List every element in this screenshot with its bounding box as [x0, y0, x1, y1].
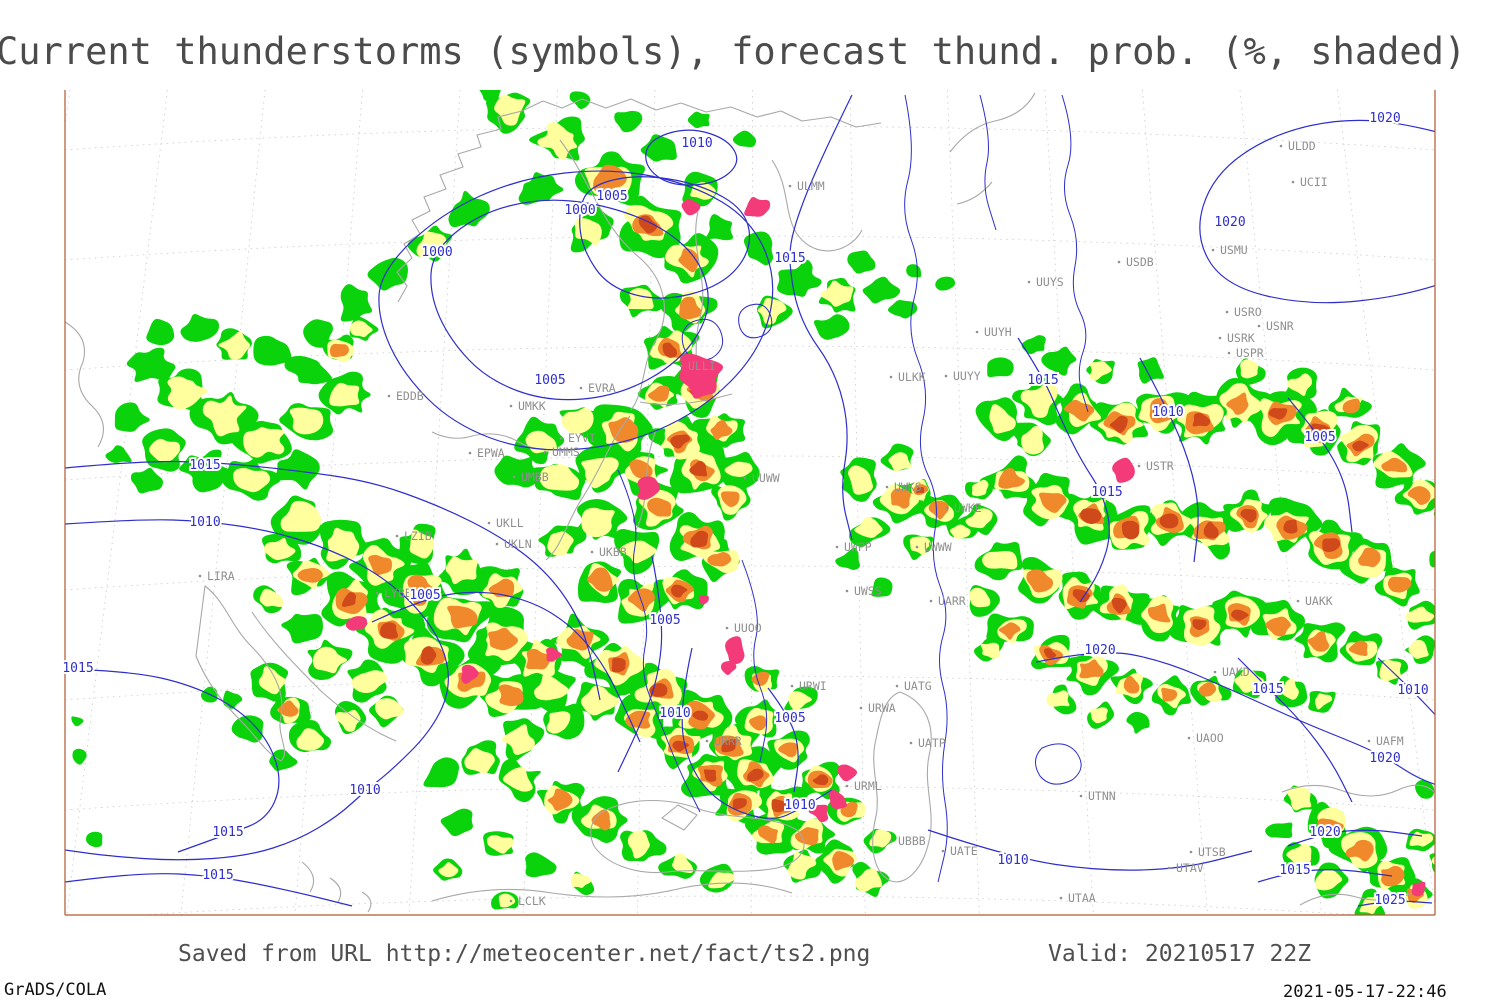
svg-text:1005: 1005 — [774, 711, 805, 726]
svg-text:1015: 1015 — [1279, 863, 1310, 878]
svg-text:UKBB: UKBB — [599, 545, 627, 559]
svg-text:1005: 1005 — [534, 373, 565, 388]
svg-text:1020: 1020 — [1309, 825, 1340, 840]
svg-text:UWKS: UWKS — [894, 480, 922, 494]
svg-text:1005: 1005 — [1304, 430, 1335, 445]
svg-text:USTR: USTR — [1146, 459, 1174, 473]
svg-text:LZIB: LZIB — [404, 529, 432, 543]
svg-text:UWWW: UWWW — [924, 540, 952, 554]
svg-text:UATP: UATP — [918, 736, 946, 750]
svg-text:1010: 1010 — [349, 783, 380, 798]
svg-text:USRK: USRK — [1227, 331, 1255, 345]
svg-text:1015: 1015 — [1252, 682, 1283, 697]
svg-text:1005: 1005 — [649, 613, 680, 628]
svg-text:UUYS: UUYS — [1036, 275, 1064, 289]
svg-text:1005: 1005 — [409, 588, 440, 603]
svg-text:USDB: USDB — [1126, 255, 1154, 269]
svg-text:1010: 1010 — [659, 706, 690, 721]
svg-text:UARR: UARR — [938, 594, 966, 608]
svg-text:1010: 1010 — [1397, 683, 1428, 698]
svg-text:ULKK: ULKK — [898, 370, 926, 384]
svg-text:EVRA: EVRA — [588, 381, 616, 395]
svg-text:UTSB: UTSB — [1198, 845, 1226, 859]
svg-text:UMKK: UMKK — [518, 399, 546, 413]
svg-text:1000: 1000 — [564, 203, 595, 218]
svg-text:EDDB: EDDB — [396, 389, 424, 403]
svg-text:1015: 1015 — [1091, 485, 1122, 500]
svg-text:UTNN: UTNN — [1088, 789, 1116, 803]
svg-text:1015: 1015 — [62, 661, 93, 676]
render-timestamp: 2021-05-17-22:46 — [1283, 982, 1447, 1000]
svg-text:1010: 1010 — [681, 136, 712, 151]
svg-text:UUOO: UUOO — [734, 621, 762, 635]
svg-text:URWA: URWA — [868, 701, 896, 715]
svg-text:1015: 1015 — [774, 251, 805, 266]
svg-text:1020: 1020 — [1084, 643, 1115, 658]
svg-text:UKLL: UKLL — [496, 516, 524, 530]
svg-text:URWI: URWI — [799, 679, 827, 693]
svg-text:UUYY: UUYY — [953, 369, 981, 383]
svg-text:UMMS: UMMS — [552, 445, 580, 459]
svg-text:UWKE: UWKE — [954, 501, 982, 515]
svg-text:UCII: UCII — [1300, 175, 1328, 189]
grads-credit: GrADS/COLA — [4, 980, 107, 1000]
svg-text:1005: 1005 — [596, 189, 627, 204]
svg-text:UAKK: UAKK — [1305, 594, 1333, 608]
svg-text:LCLK: LCLK — [518, 894, 546, 908]
svg-text:UWPP: UWPP — [844, 540, 872, 554]
svg-text:ULLI: ULLI — [688, 359, 716, 373]
svg-text:USNR: USNR — [1266, 319, 1294, 333]
svg-text:UATG: UATG — [904, 679, 932, 693]
svg-text:LYBE: LYBE — [384, 586, 412, 600]
svg-text:1015: 1015 — [212, 825, 243, 840]
svg-text:ULDD: ULDD — [1288, 139, 1316, 153]
source-url-text: Saved from URL http://meteocenter.net/fa… — [178, 941, 871, 967]
svg-text:UBBB: UBBB — [898, 834, 926, 848]
svg-text:UATE: UATE — [950, 844, 978, 858]
svg-text:UKLN: UKLN — [504, 537, 532, 551]
valid-time-text: Valid: 20210517 22Z — [1048, 941, 1312, 967]
svg-text:EYVI: EYVI — [568, 431, 596, 445]
svg-text:USRO: USRO — [1234, 305, 1262, 319]
svg-text:UAOO: UAOO — [1196, 731, 1224, 745]
svg-text:1020: 1020 — [1369, 751, 1400, 766]
svg-text:1020: 1020 — [1369, 111, 1400, 126]
svg-text:UUYH: UUYH — [984, 325, 1012, 339]
svg-text:1015: 1015 — [1027, 373, 1058, 388]
svg-text:UWSS: UWSS — [854, 584, 882, 598]
svg-text:ULMM: ULMM — [797, 179, 825, 193]
svg-text:USMU: USMU — [1220, 243, 1248, 257]
svg-text:URRR: URRR — [714, 734, 742, 748]
svg-text:UUWW: UUWW — [752, 471, 780, 485]
svg-text:1010: 1010 — [997, 853, 1028, 868]
svg-text:EPWA: EPWA — [477, 446, 505, 460]
svg-text:1015: 1015 — [202, 868, 233, 883]
svg-text:1010: 1010 — [189, 515, 220, 530]
svg-text:UAKD: UAKD — [1222, 665, 1250, 679]
svg-text:1000: 1000 — [421, 245, 452, 260]
chart-title: Current thunderstorms (symbols), forecas… — [0, 30, 1467, 73]
svg-text:UTAA: UTAA — [1068, 891, 1096, 905]
svg-text:UAFM: UAFM — [1376, 734, 1404, 748]
svg-text:1010: 1010 — [784, 798, 815, 813]
svg-text:UTAV: UTAV — [1176, 861, 1204, 875]
svg-text:URML: URML — [854, 779, 882, 793]
svg-text:1025: 1025 — [1374, 893, 1405, 908]
svg-text:1015: 1015 — [189, 458, 220, 473]
svg-text:1010: 1010 — [1152, 405, 1183, 420]
svg-text:USPR: USPR — [1236, 346, 1264, 360]
svg-text:UMBB: UMBB — [521, 470, 549, 484]
svg-text:LIRA: LIRA — [207, 569, 235, 583]
storm-symbols-layer — [345, 197, 1426, 897]
svg-text:1020: 1020 — [1214, 215, 1245, 230]
